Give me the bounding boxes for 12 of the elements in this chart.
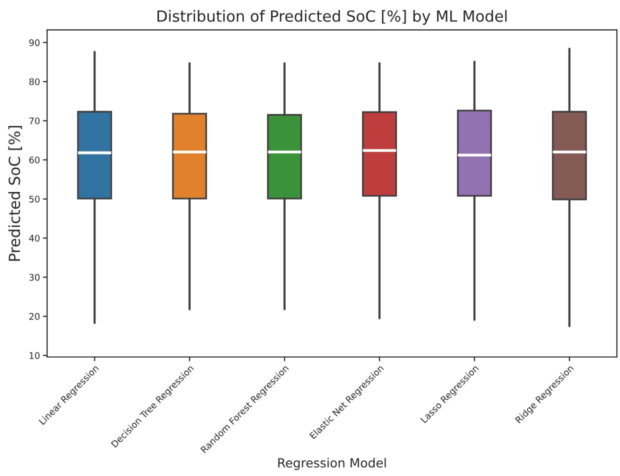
y-tick-label: 40 xyxy=(29,234,40,242)
y-tick-label: 10 xyxy=(30,352,40,359)
y-tick-label: 50 xyxy=(29,196,40,203)
y-tick-label: 90 xyxy=(29,39,40,46)
y-tick-label: 70 xyxy=(29,117,40,124)
y-tick-label: 60 xyxy=(29,156,40,164)
chart-title: Distribution of Predicted SoC [%] by ML Model xyxy=(158,10,507,25)
y-tick-label: 20 xyxy=(29,313,40,320)
y-axis-title: Predicted SoC [%] xyxy=(8,126,22,261)
x-axis-title: Regression Model xyxy=(278,458,386,470)
y-tick-label: 30 xyxy=(29,274,40,281)
y-tick-label: 80 xyxy=(29,78,40,86)
